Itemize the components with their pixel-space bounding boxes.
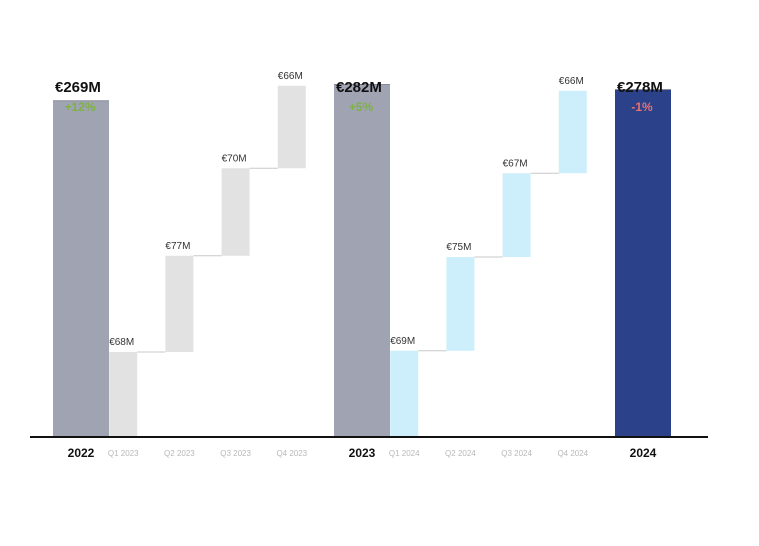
total-bar-2024	[615, 89, 671, 437]
quarter-value-label: €68M	[109, 337, 134, 348]
quarter-axis-label: Q2 2023	[164, 449, 195, 458]
quarter-value-label: €69M	[390, 336, 415, 347]
change-percent-label: +12%	[64, 100, 95, 114]
quarter-axis-label: Q2 2024	[445, 449, 476, 458]
quarter-axis-label: Q1 2023	[108, 449, 139, 458]
change-percent-label: +5%	[349, 100, 374, 114]
quarter-bar-q1-2024	[390, 350, 419, 437]
change-percent-label: -1%	[631, 100, 653, 114]
quarter-bar-q3-2023	[221, 168, 250, 256]
quarter-bar-q1-2023	[109, 352, 138, 437]
total-bar-2023	[334, 84, 390, 437]
quarter-axis-label: Q3 2024	[501, 449, 532, 458]
quarter-axis-label: Q4 2024	[557, 449, 588, 458]
chart-marks: €269M +12% 2022 €68M Q1 2023 €77M Q2 2023 €70M Q…	[53, 71, 671, 460]
quarter-value-label: €67M	[503, 158, 528, 169]
total-value-label: €278M	[617, 79, 663, 96]
quarter-value-label: €75M	[446, 242, 471, 253]
quarter-axis-label: Q3 2023	[220, 449, 251, 458]
quarter-value-label: €70M	[222, 153, 247, 164]
quarter-bar-q4-2023	[277, 85, 306, 169]
quarter-value-label: €66M	[559, 76, 584, 87]
quarter-bar-q3-2024	[502, 173, 531, 257]
total-value-label: €269M	[55, 79, 101, 96]
quarter-axis-label: Q4 2023	[276, 449, 307, 458]
quarter-axis-label: Q1 2024	[389, 449, 420, 458]
quarter-bar-q2-2024	[446, 257, 475, 351]
year-axis-label: 2022	[68, 446, 95, 460]
total-bar-2022	[53, 100, 109, 437]
quarter-value-label: €66M	[278, 71, 303, 82]
year-axis-label: 2024	[630, 446, 657, 460]
total-value-label: €282M	[336, 79, 382, 96]
quarter-value-label: €77M	[165, 241, 190, 252]
year-axis-label: 2023	[349, 446, 376, 460]
quarter-bar-q2-2023	[165, 255, 194, 352]
quarter-bar-q4-2024	[558, 90, 587, 174]
